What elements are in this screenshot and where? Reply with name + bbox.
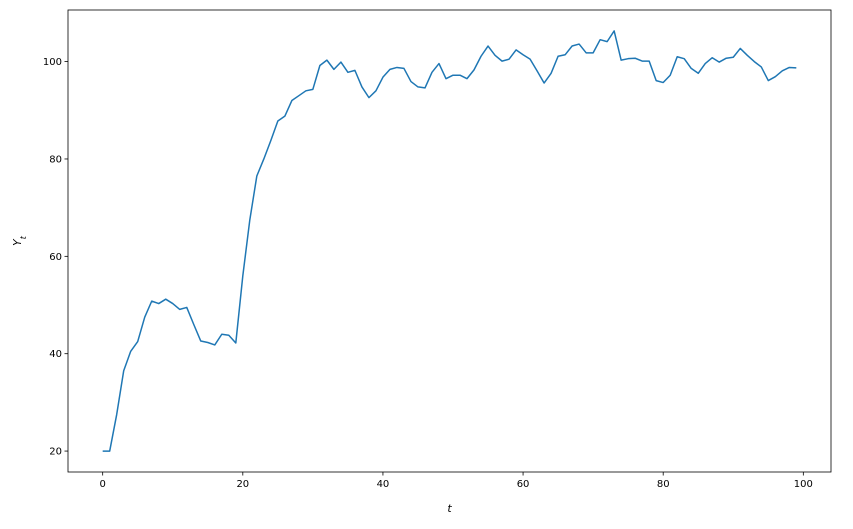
x-tick-label: 100 (794, 479, 813, 490)
y-tick-label: 60 (49, 252, 62, 263)
y-tick-label: 100 (43, 57, 62, 68)
y-axis-label: Yt (11, 235, 28, 246)
x-tick-label: 80 (657, 479, 670, 490)
plot-area (68, 10, 831, 472)
x-tick-label: 0 (99, 479, 105, 490)
y-tick-label: 80 (49, 154, 62, 165)
x-axis-label: t (447, 502, 452, 515)
y-tick-label: 20 (49, 447, 62, 458)
y-axis-ticks: 20 40 60 80 100 (43, 57, 68, 457)
y-tick-label: 40 (49, 349, 62, 360)
x-axis-ticks: 0 20 40 60 80 100 (99, 472, 812, 490)
x-tick-label: 20 (236, 479, 249, 490)
x-tick-label: 40 (377, 479, 390, 490)
x-tick-label: 60 (517, 479, 530, 490)
